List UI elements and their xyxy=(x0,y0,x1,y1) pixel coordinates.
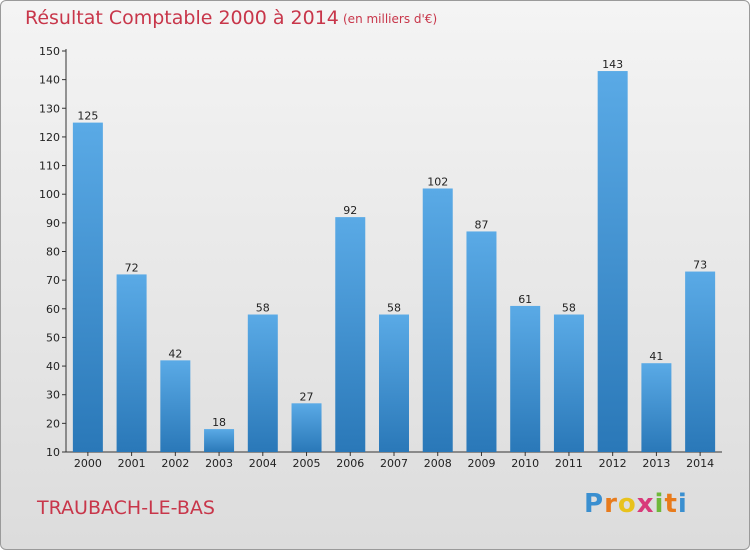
y-tick-label: 50 xyxy=(46,331,60,344)
x-tick-label-2003: 2003 xyxy=(205,457,233,470)
value-label-2008: 102 xyxy=(427,175,448,188)
y-tick-label: 100 xyxy=(39,188,60,201)
x-tick-label-2013: 2013 xyxy=(642,457,670,470)
y-axis: 10 20 30 40 50 60 70 80 90 100 110 120 130 140 150 xyxy=(39,45,67,459)
x-axis: 2000 2001 2002 2003 2004 2005 2006 2007 2008 2009… xyxy=(66,451,722,470)
value-label-2002: 42 xyxy=(168,347,182,360)
value-label-2007: 58 xyxy=(387,302,401,315)
bar-2006 xyxy=(335,217,366,452)
bar-2003 xyxy=(204,429,235,452)
value-label-2006: 92 xyxy=(343,204,357,217)
logo-letter: i xyxy=(654,489,665,519)
x-tick-label-2009: 2009 xyxy=(467,457,495,470)
x-tick-label-2007: 2007 xyxy=(380,457,408,470)
logo-letter: r xyxy=(604,489,618,519)
x-tick-label-2002: 2002 xyxy=(161,457,189,470)
value-label-2011: 58 xyxy=(562,302,576,315)
bar-2002 xyxy=(160,360,191,452)
bar-2007 xyxy=(379,314,409,452)
bar-2004 xyxy=(247,314,278,452)
value-label-2010: 61 xyxy=(518,293,532,306)
bar-2011 xyxy=(553,314,584,452)
y-tick-label: 110 xyxy=(39,160,60,173)
x-tick-label-2008: 2008 xyxy=(424,457,452,470)
bar-2009 xyxy=(466,231,497,452)
x-tick-label-2004: 2004 xyxy=(249,457,277,470)
value-label-2014: 73 xyxy=(693,259,707,272)
y-tick-label: 10 xyxy=(46,446,60,459)
bars-group xyxy=(72,71,716,453)
value-label-2009: 87 xyxy=(474,218,488,231)
bar-2012 xyxy=(597,71,628,453)
value-label-2000: 125 xyxy=(77,110,98,123)
value-label-2005: 27 xyxy=(300,390,314,403)
y-tick-label: 140 xyxy=(39,74,60,87)
x-tick-label-2006: 2006 xyxy=(336,457,364,470)
y-tick-label: 130 xyxy=(39,102,60,115)
chart-title: Résultat Comptable 2000 à 2014 xyxy=(25,7,339,29)
y-tick-label: 20 xyxy=(46,417,60,430)
bar-2013 xyxy=(641,363,672,452)
x-tick-label-2005: 2005 xyxy=(293,457,321,470)
proxiti-logo: Proxiti xyxy=(584,489,688,519)
x-tick-label-2014: 2014 xyxy=(686,457,714,470)
logo-letter: t xyxy=(664,489,678,519)
logo-letter: o xyxy=(617,489,637,519)
bar-2001 xyxy=(116,274,147,452)
bar-2000 xyxy=(72,122,103,452)
y-tick-label: 60 xyxy=(46,303,60,316)
y-tick-label: 90 xyxy=(46,217,60,230)
value-labels-group: 125 72 42 18 58 27 92 58 102 87 61 58 143 41 73 xyxy=(77,58,707,429)
chart-subtitle: (en milliers d'€) xyxy=(343,12,438,26)
logo-letter: x xyxy=(636,489,655,519)
y-tick-label: 150 xyxy=(39,45,60,58)
bar-2008 xyxy=(422,188,453,452)
commune-name: TRAUBACH-LE-BAS xyxy=(37,497,215,519)
y-tick-label: 30 xyxy=(46,389,60,402)
value-label-2003: 18 xyxy=(212,416,226,429)
x-tick-label-2001: 2001 xyxy=(118,457,146,470)
value-label-2012: 143 xyxy=(602,58,623,71)
x-tick-label-2012: 2012 xyxy=(599,457,627,470)
logo-letter: i xyxy=(677,489,688,519)
y-tick-label: 120 xyxy=(39,131,60,144)
x-tick-label-2011: 2011 xyxy=(555,457,583,470)
value-label-2001: 72 xyxy=(125,261,139,274)
y-tick-label: 70 xyxy=(46,274,60,287)
x-tick-label-2010: 2010 xyxy=(511,457,539,470)
bar-2010 xyxy=(510,305,541,452)
y-tick-label: 80 xyxy=(46,246,60,259)
x-tick-label-2000: 2000 xyxy=(74,457,102,470)
bar-2005 xyxy=(291,403,322,452)
bar-2014 xyxy=(685,271,716,452)
value-label-2004: 58 xyxy=(256,302,270,315)
value-label-2013: 41 xyxy=(649,350,663,363)
logo-letter: P xyxy=(584,489,605,519)
y-tick-label: 40 xyxy=(46,360,60,373)
